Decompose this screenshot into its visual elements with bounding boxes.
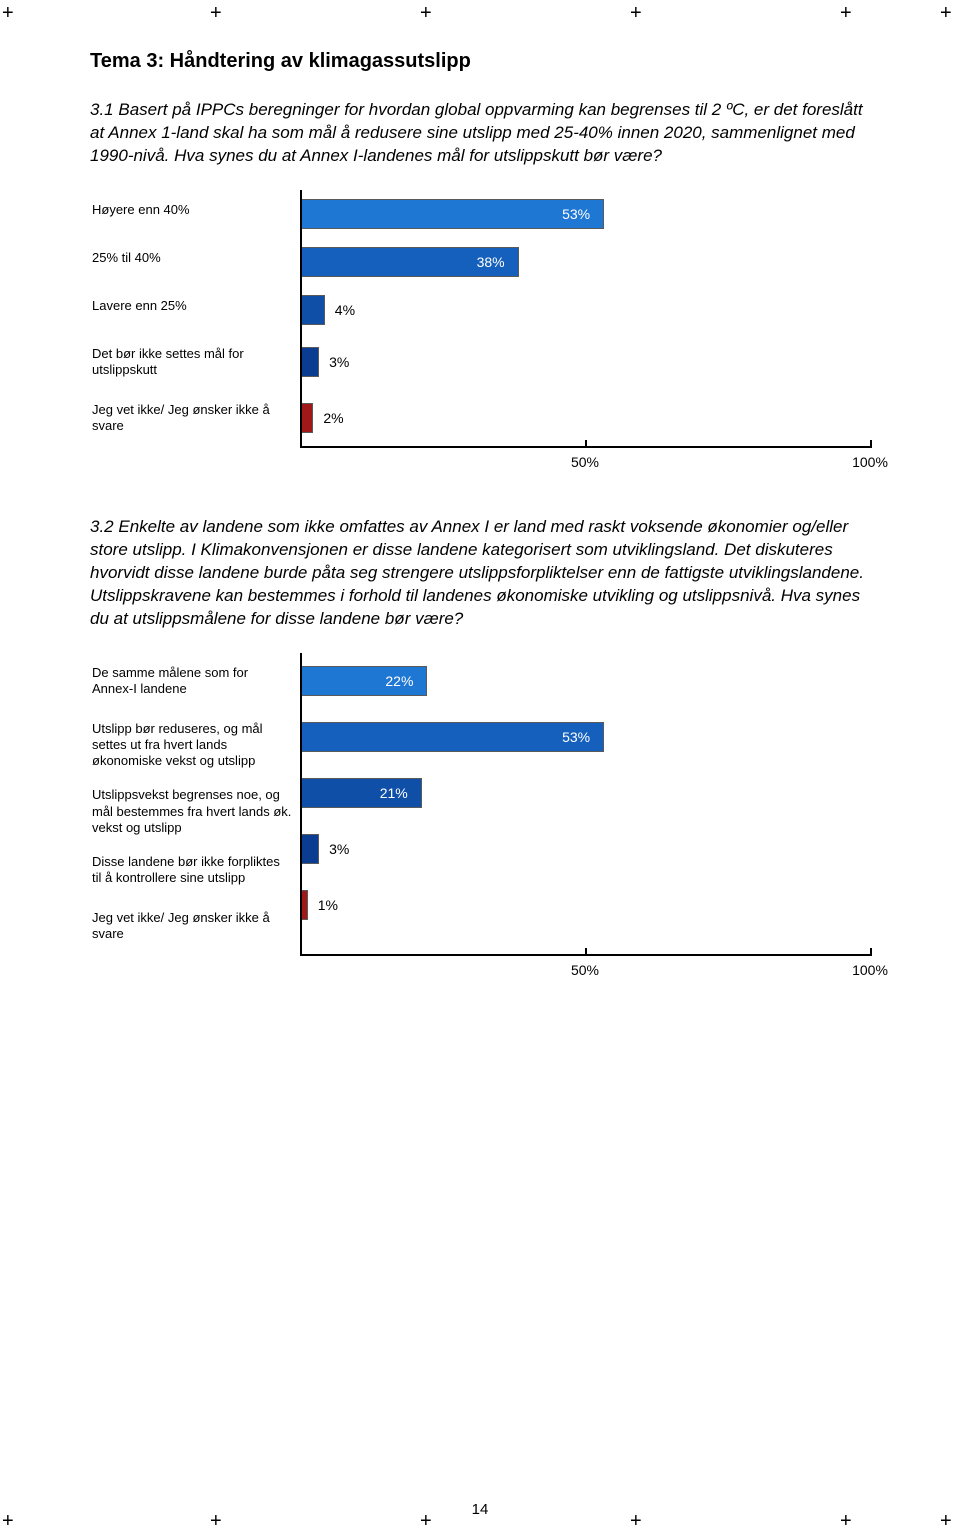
chart-bar-value: 2% bbox=[323, 410, 343, 426]
chart-bar bbox=[302, 722, 604, 752]
chart-x-tick-label: 50% bbox=[571, 962, 599, 978]
chart-category-label: Utslippsvekst begrenses noe, og mål best… bbox=[92, 781, 300, 836]
chart-category-label: 25% til 40% bbox=[92, 244, 169, 266]
chart-bar-value: 53% bbox=[562, 729, 590, 745]
crop-mark: + bbox=[2, 1510, 14, 1533]
chart-bar-value: 53% bbox=[562, 206, 590, 222]
chart-category-label: Utslipp bør reduseres, og mål settes ut … bbox=[92, 715, 300, 770]
crop-mark: + bbox=[210, 2, 222, 25]
chart-x-tick-label: 100% bbox=[852, 454, 888, 470]
chart-category-label: Det bør ikke settes mål for utslippskutt bbox=[92, 340, 300, 379]
chart-bar bbox=[302, 347, 319, 377]
chart-category-label: Jeg vet ikke/ Jeg ønsker ikke å svare bbox=[92, 396, 300, 435]
chart-bar-value: 22% bbox=[385, 673, 413, 689]
chart-bar-value: 38% bbox=[477, 254, 505, 270]
chart-bar-value: 3% bbox=[329, 841, 349, 857]
chart-bar bbox=[302, 834, 319, 864]
crop-mark: + bbox=[420, 2, 432, 25]
question-3-2: 3.2 Enkelte av landene som ikke omfattes… bbox=[90, 516, 880, 631]
crop-mark: + bbox=[420, 1510, 432, 1533]
page-number: 14 bbox=[472, 1501, 489, 1518]
section-heading: Tema 3: Håndtering av klimagassutslipp bbox=[90, 50, 880, 73]
chart-x-tick-label: 100% bbox=[852, 962, 888, 978]
chart-bar-value: 3% bbox=[329, 354, 349, 370]
chart-bar-value: 4% bbox=[335, 302, 355, 318]
chart-1: Høyere enn 40% 25% til 40% Lavere enn 25% D… bbox=[92, 190, 880, 476]
chart-2: De samme målene som for Annex-I landene U… bbox=[92, 653, 880, 985]
chart-category-label: Høyere enn 40% bbox=[92, 196, 198, 218]
crop-mark: + bbox=[2, 2, 14, 25]
crop-mark: + bbox=[940, 2, 952, 25]
chart-bar bbox=[302, 403, 313, 433]
crop-mark: + bbox=[840, 2, 852, 25]
crop-mark: + bbox=[940, 1510, 952, 1533]
chart-category-label: De samme målene som for Annex-I landene bbox=[92, 659, 300, 698]
chart-bar bbox=[302, 199, 604, 229]
crop-mark: + bbox=[630, 2, 642, 25]
crop-mark: + bbox=[840, 1510, 852, 1533]
crop-mark: + bbox=[630, 1510, 642, 1533]
chart-bar-value: 1% bbox=[318, 897, 338, 913]
chart-bar-value: 21% bbox=[380, 785, 408, 801]
crop-mark: + bbox=[210, 1510, 222, 1533]
chart-x-tick-label: 50% bbox=[571, 454, 599, 470]
chart-bar bbox=[302, 890, 308, 920]
chart-category-label: Lavere enn 25% bbox=[92, 292, 195, 314]
chart-category-label: Disse landene bør ikke forpliktes til å … bbox=[92, 848, 300, 887]
chart-category-label: Jeg vet ikke/ Jeg ønsker ikke å svare bbox=[92, 904, 300, 943]
chart-bar bbox=[302, 295, 325, 325]
question-3-1: 3.1 Basert på IPPCs beregninger for hvor… bbox=[90, 99, 880, 168]
